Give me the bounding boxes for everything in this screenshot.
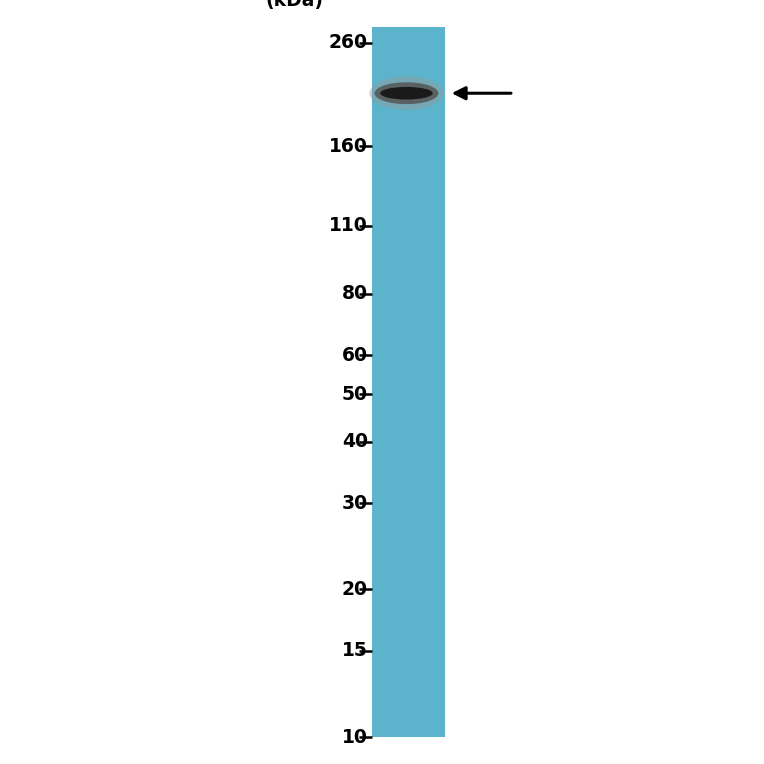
Text: 80: 80	[342, 284, 368, 303]
Text: 40: 40	[342, 432, 368, 452]
Bar	[373, 27, 445, 737]
Text: 60: 60	[342, 345, 368, 364]
Ellipse shape	[370, 76, 443, 110]
Text: 110: 110	[329, 216, 368, 235]
Text: 15: 15	[342, 641, 368, 660]
Text: 260: 260	[329, 33, 368, 52]
Ellipse shape	[380, 87, 432, 99]
Text: 20: 20	[342, 580, 368, 599]
Text: 160: 160	[329, 137, 368, 156]
Text: (kDa): (kDa)	[265, 0, 323, 10]
Ellipse shape	[374, 83, 439, 104]
Text: 50: 50	[342, 384, 368, 403]
Text: 10: 10	[342, 728, 368, 746]
Text: 30: 30	[342, 494, 368, 513]
